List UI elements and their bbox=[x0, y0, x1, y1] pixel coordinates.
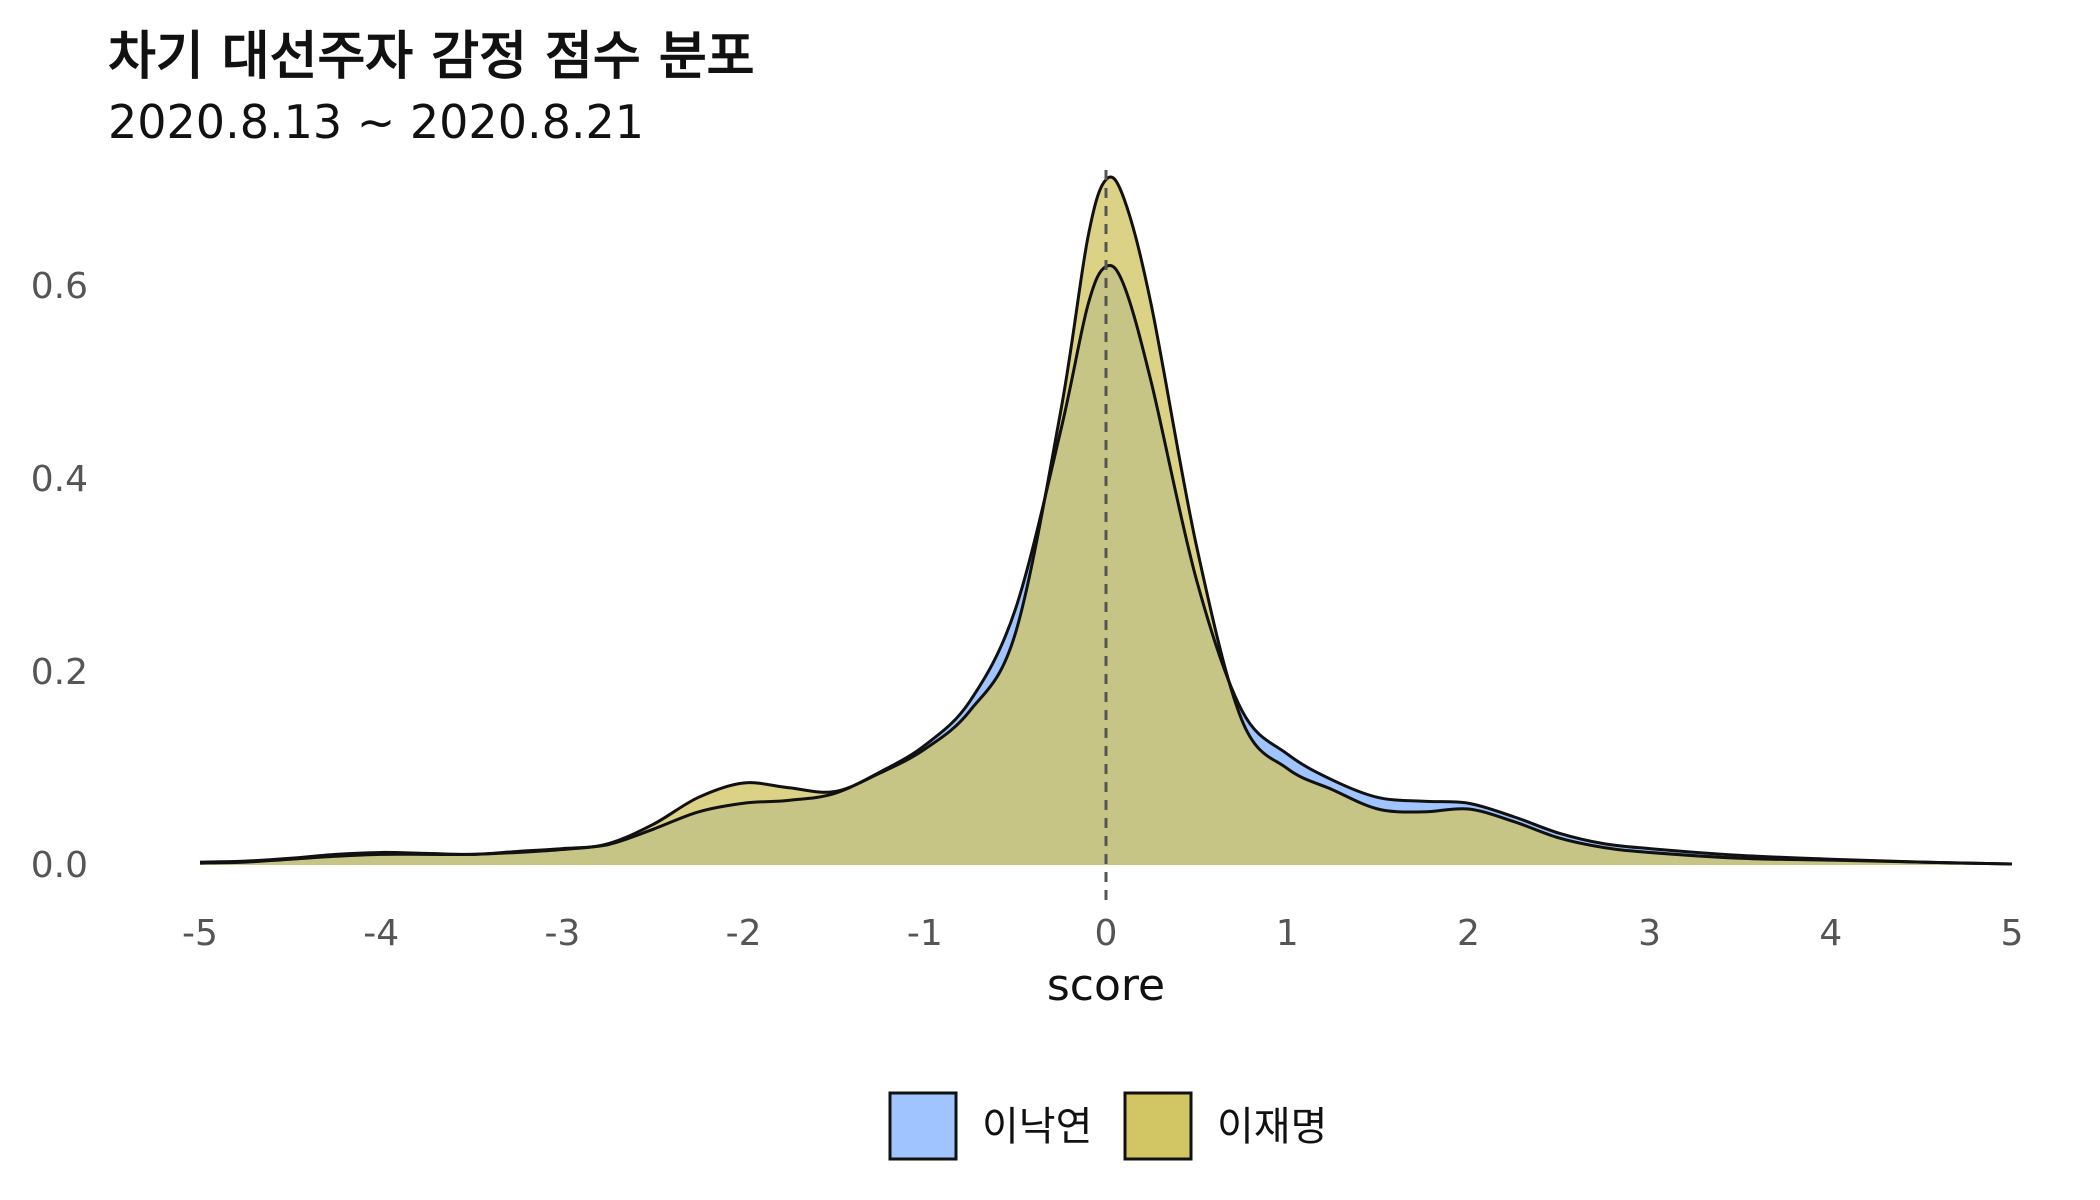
y-tick-label-3: 0.6 bbox=[31, 266, 88, 307]
x-tick-label-6: 1 bbox=[1276, 913, 1299, 954]
chart-title: 차기 대선주자 감정 점수 분포 bbox=[108, 27, 755, 87]
x-tick-label-2: -3 bbox=[544, 913, 580, 954]
y-tick-label-2: 0.4 bbox=[31, 459, 88, 500]
y-tick-label-0: 0.0 bbox=[31, 845, 88, 886]
legend-label-2: 이재명 bbox=[1217, 1104, 1327, 1150]
density-line-2 bbox=[199, 175, 2013, 866]
x-tick-label-7: 2 bbox=[1457, 913, 1480, 954]
legend-label-1: 이낙연 bbox=[982, 1104, 1092, 1150]
x-tick-label-10: 5 bbox=[2001, 913, 2024, 954]
x-tick-label-9: 4 bbox=[1819, 913, 1842, 954]
y-tick-label-1: 0.2 bbox=[31, 652, 88, 693]
x-tick-label-3: -2 bbox=[726, 913, 762, 954]
x-axis: -5 -4 -3 -2 -1 0 1 2 3 4 5 bbox=[182, 913, 2023, 954]
y-axis: 0.0 0.2 0.4 0.6 bbox=[31, 266, 88, 886]
x-axis-title: score bbox=[1047, 960, 1165, 1011]
x-tick-label-1: -4 bbox=[363, 913, 399, 954]
x-tick-label-4: -1 bbox=[907, 913, 943, 954]
chart-subtitle: 2020.8.13 ~ 2020.8.21 bbox=[108, 95, 645, 149]
x-tick-label-5: 0 bbox=[1095, 913, 1118, 954]
x-tick-label-0: -5 bbox=[182, 913, 218, 954]
legend-swatch-2 bbox=[1123, 1091, 1193, 1161]
x-tick-label-8: 3 bbox=[1638, 913, 1661, 954]
legend-swatch-1 bbox=[888, 1091, 958, 1161]
legend: 이낙연 이재명 bbox=[888, 1091, 1327, 1161]
